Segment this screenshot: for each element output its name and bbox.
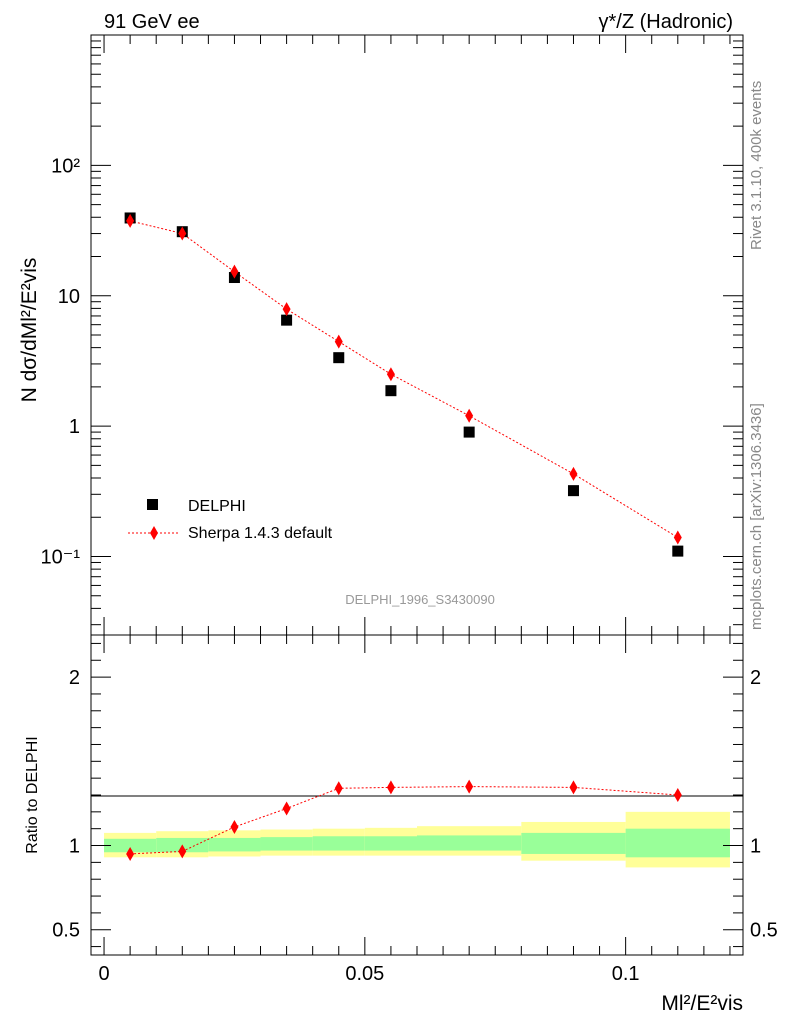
ratio-plot-marks	[126, 779, 682, 861]
ratio-inner-band	[312, 836, 365, 851]
main-plot-marks	[124, 212, 684, 557]
data-point	[672, 545, 684, 557]
ratio-mc-point	[126, 846, 135, 861]
header-right-title: γ*/Z (Hadronic)	[599, 11, 733, 33]
ratio-inner-band	[208, 837, 261, 852]
legend: DELPHI Sherpa 1.4.3 default	[128, 498, 333, 542]
ratio-mc-point	[465, 779, 474, 794]
legend-mc-label: Sherpa 1.4.3 default	[188, 525, 333, 542]
mc-point	[569, 466, 578, 481]
ratio-inner-band	[260, 837, 313, 851]
main-y-axis-label: N dσ/dMl²/E²vis	[18, 258, 41, 403]
mc-point	[386, 367, 395, 382]
mc-point	[126, 213, 135, 228]
mcplots-source-label: mcplots.cern.ch [arXiv:1306.3436]	[748, 403, 765, 630]
main-y-axis-label-text: N dσ/dMl²/E²vis	[18, 258, 41, 403]
x-axis-label-text: Ml²/E²vis	[661, 992, 743, 1015]
ratio-inner-band	[417, 835, 522, 851]
x-tick-label: 0.05	[345, 963, 384, 985]
analysis-id-label: DELPHI_1996_S3430090	[345, 592, 495, 607]
ratio-mc-point	[282, 801, 291, 816]
ratio-y-tick-label-left: 2	[69, 667, 80, 689]
main-y-tick-label: 1	[69, 416, 80, 438]
mc-point	[282, 302, 291, 317]
ratio-y-tick-label-left: 0.5	[52, 920, 80, 942]
data-point	[333, 352, 345, 364]
x-axis-label: Ml²/E²vis	[661, 992, 743, 1015]
ratio-plot-frame	[90, 634, 744, 956]
mc-series-line	[129, 220, 679, 538]
legend-data-label: DELPHI	[188, 498, 246, 515]
header-left-title: 91 GeV ee	[104, 11, 200, 33]
x-tick-label: 0	[98, 963, 109, 985]
rivet-version-label: Rivet 3.1.10, 400k events	[748, 81, 765, 250]
ratio-mc-point	[673, 788, 682, 802]
ratio-x-tick-labels: 0 0.05 0.1	[98, 963, 639, 985]
ratio-y-axis-label: Ratio to DELPHI	[24, 736, 41, 853]
mc-point	[178, 226, 187, 241]
data-point	[385, 385, 397, 397]
ratio-axis-ticks	[91, 635, 743, 955]
data-point	[463, 426, 475, 438]
main-y-tick-labels: 10⁻¹ 1 10 10²	[41, 155, 81, 568]
ratio-y-tick-label-right: 2	[750, 667, 761, 689]
ratio-inner-band	[364, 836, 417, 851]
main-axis-ticks	[91, 35, 743, 635]
ratio-y-tick-labels: 0.5 0.5 1 1 2 2	[52, 667, 778, 942]
main-panel: 10⁻¹ 1 10 10² DELPHI_1996_S3430090 N dσ/dMl…	[18, 34, 744, 636]
ratio-panel: 0.5 0.5 1 1 2 2 0 0.05 0.1 Ratio to DELPHI Ml²/…	[24, 634, 778, 1015]
ratio-y-tick-label-right: 0.5	[750, 920, 778, 942]
ratio-y-tick-label-right: 1	[750, 836, 761, 858]
mc-point	[465, 408, 474, 423]
ratio-mc-point	[569, 780, 578, 795]
ratio-inner-band	[521, 832, 626, 854]
legend-mc-marker	[150, 526, 158, 540]
ratio-y-tick-label-left: 1	[69, 836, 80, 858]
data-point	[567, 485, 579, 497]
mc-point	[673, 530, 682, 545]
ratio-inner-band	[104, 838, 157, 853]
legend-data-marker	[147, 499, 158, 510]
ratio-mc-point	[386, 780, 395, 795]
x-tick-label: 0.1	[612, 963, 640, 985]
main-plot-frame	[90, 34, 744, 636]
main-y-tick-label: 10⁻¹	[41, 547, 81, 569]
main-y-tick-label: 10²	[51, 155, 80, 177]
ratio-uncertainty-bands	[104, 811, 730, 868]
main-y-tick-label: 10	[58, 286, 80, 308]
mc-point	[230, 264, 239, 279]
ratio-mc-point	[230, 820, 239, 834]
mc-point	[334, 334, 343, 349]
ratio-mc-point	[178, 844, 187, 859]
data-point	[281, 314, 293, 326]
ratio-mc-point	[334, 781, 343, 796]
ratio-inner-band	[625, 828, 730, 858]
